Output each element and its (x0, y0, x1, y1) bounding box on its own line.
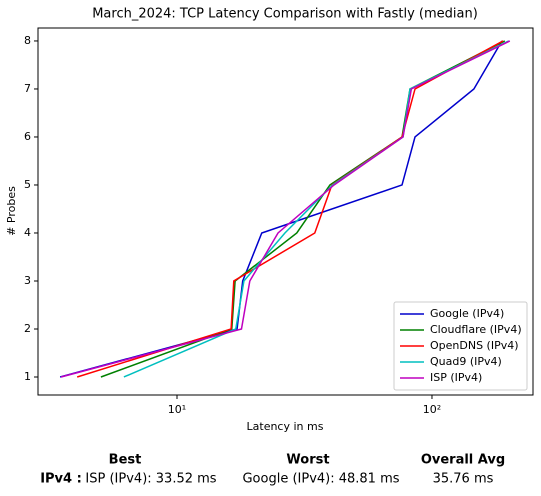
best-value: ISP (IPv4): 33.52 ms (85, 471, 217, 487)
y-tick-label: 5 (24, 178, 31, 191)
y-tick-label: 3 (24, 274, 31, 287)
chart-title: March_2024: TCP Latency Comparison with … (92, 7, 478, 22)
legend-label: Quad9 (IPv4) (430, 355, 502, 368)
y-tick-label: 6 (24, 130, 31, 143)
series-line (123, 40, 510, 378)
y-axis-label: # Probes (5, 186, 18, 236)
legend-label: ISP (IPv4) (430, 371, 482, 384)
row-label: IPv4 : (40, 471, 82, 487)
legend-label: Cloudflare (IPv4) (430, 323, 522, 336)
plot-frame (37, 27, 534, 396)
x-axis-label: Latency in ms (247, 420, 324, 433)
series-line (59, 40, 503, 378)
series-line (76, 40, 504, 378)
y-tick-label: 8 (24, 34, 31, 47)
y-tick-label: 4 (24, 226, 31, 239)
legend-box (393, 301, 528, 391)
header-worst: Worst (286, 452, 330, 468)
header-avg: Overall Avg (420, 452, 506, 468)
x-tick-label: 10² (423, 403, 441, 416)
legend-label: Google (IPv4) (430, 307, 504, 320)
worst-value: Google (IPv4): 48.81 ms (242, 471, 400, 487)
x-tick-label: 10¹ (168, 403, 186, 416)
chart: March_2024: TCP Latency Comparison with … (5, 7, 534, 433)
avg-value: 35.76 ms (432, 471, 494, 487)
header-best: Best (108, 452, 142, 468)
y-tick-label: 1 (24, 370, 31, 383)
legend-label: OpenDNS (IPv4) (430, 339, 519, 352)
y-tick-label: 2 (24, 322, 31, 335)
y-tick-label: 7 (24, 82, 31, 95)
series-line (60, 40, 511, 378)
